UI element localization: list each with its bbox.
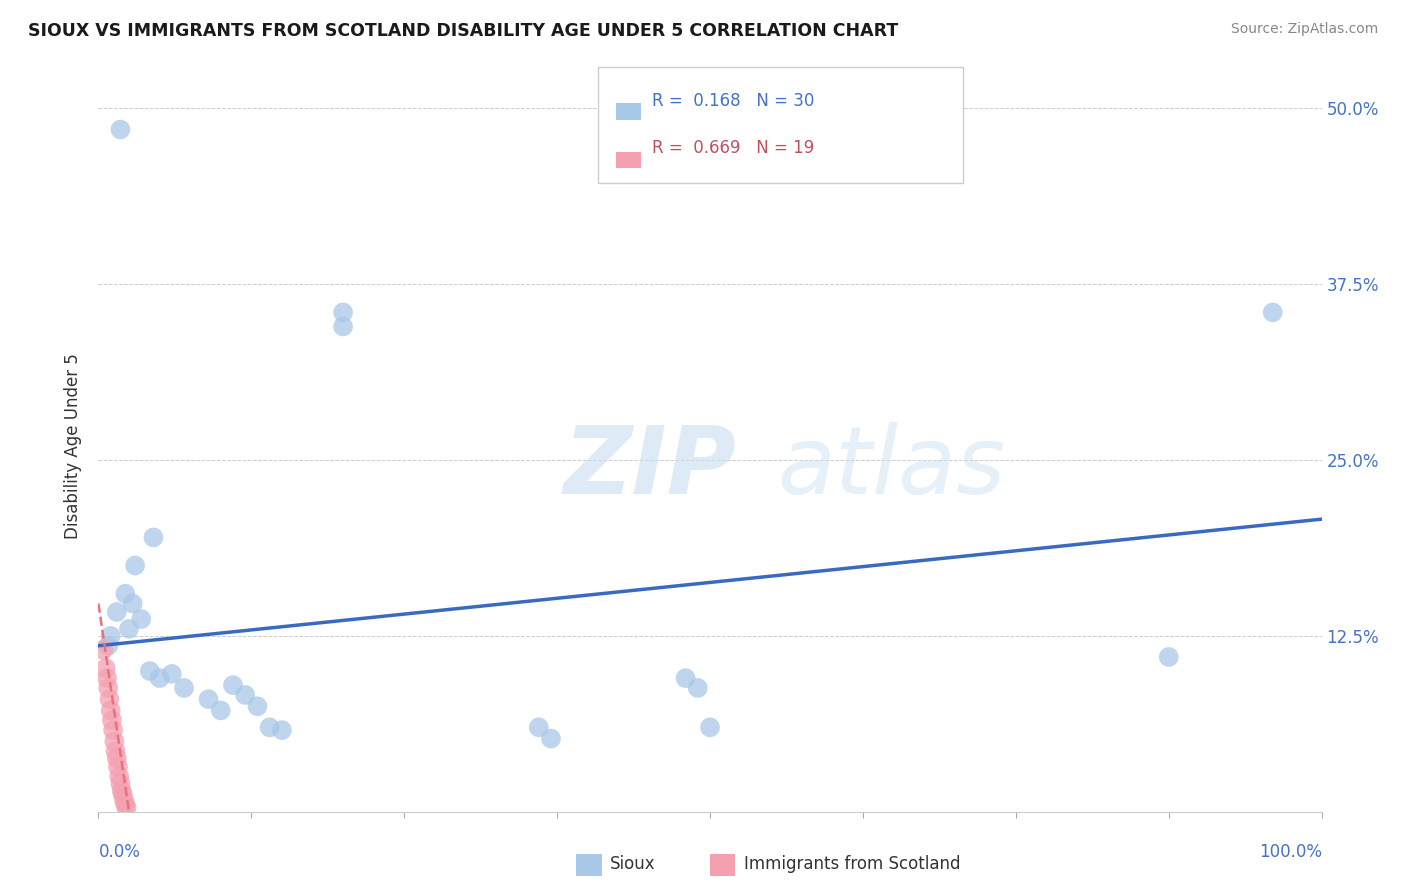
Point [91, 643, 114, 657]
Point [97, 639, 120, 653]
Point [114, 797, 136, 812]
Point [105, 751, 128, 765]
Text: Source: ZipAtlas.com: Source: ZipAtlas.com [1230, 22, 1378, 37]
Point [94, 661, 117, 675]
Point [142, 530, 165, 544]
Point [1157, 650, 1180, 665]
Text: R =  0.168   N = 30: R = 0.168 N = 30 [652, 93, 814, 111]
Text: 0.0%: 0.0% [98, 843, 141, 861]
Point [233, 688, 256, 702]
Point [112, 793, 135, 807]
Point [105, 605, 128, 619]
Y-axis label: Disability Age Under 5: Disability Age Under 5 [65, 353, 83, 539]
Point [332, 319, 354, 334]
Point [96, 671, 118, 685]
Text: Sioux: Sioux [610, 855, 655, 873]
Point [222, 678, 245, 692]
Point [129, 612, 152, 626]
Point [209, 703, 232, 717]
Text: Immigrants from Scotland: Immigrants from Scotland [744, 855, 960, 873]
Point [259, 720, 281, 734]
Point [108, 770, 131, 784]
Point [104, 744, 127, 758]
Point [107, 760, 129, 774]
Point [100, 703, 122, 717]
Point [149, 671, 172, 685]
Point [98, 692, 121, 706]
Point [270, 723, 294, 738]
Point [686, 681, 709, 695]
Text: atlas: atlas [778, 423, 1005, 514]
Text: SIOUX VS IMMIGRANTS FROM SCOTLAND DISABILITY AGE UNDER 5 CORRELATION CHART: SIOUX VS IMMIGRANTS FROM SCOTLAND DISABI… [28, 22, 898, 40]
Point [114, 587, 136, 601]
Point [1261, 305, 1284, 319]
Point [332, 305, 354, 319]
Point [100, 629, 122, 643]
Point [110, 122, 132, 136]
Text: R =  0.669   N = 19: R = 0.669 N = 19 [652, 139, 814, 157]
Point [699, 720, 721, 734]
Point [111, 783, 134, 797]
Text: ZIP: ZIP [564, 422, 737, 514]
Point [527, 720, 550, 734]
Point [103, 734, 125, 748]
Point [675, 671, 697, 685]
Point [97, 681, 120, 695]
Text: 100.0%: 100.0% [1258, 843, 1322, 861]
Point [124, 558, 146, 573]
Point [139, 664, 162, 678]
Point [101, 723, 124, 738]
Point [118, 622, 141, 636]
Point [115, 800, 138, 814]
Point [101, 714, 124, 728]
Point [540, 731, 562, 746]
Point [173, 681, 195, 695]
Point [197, 692, 219, 706]
Point [110, 776, 132, 790]
Point [121, 597, 143, 611]
Point [246, 699, 269, 714]
Point [160, 666, 183, 681]
Point [111, 788, 134, 802]
